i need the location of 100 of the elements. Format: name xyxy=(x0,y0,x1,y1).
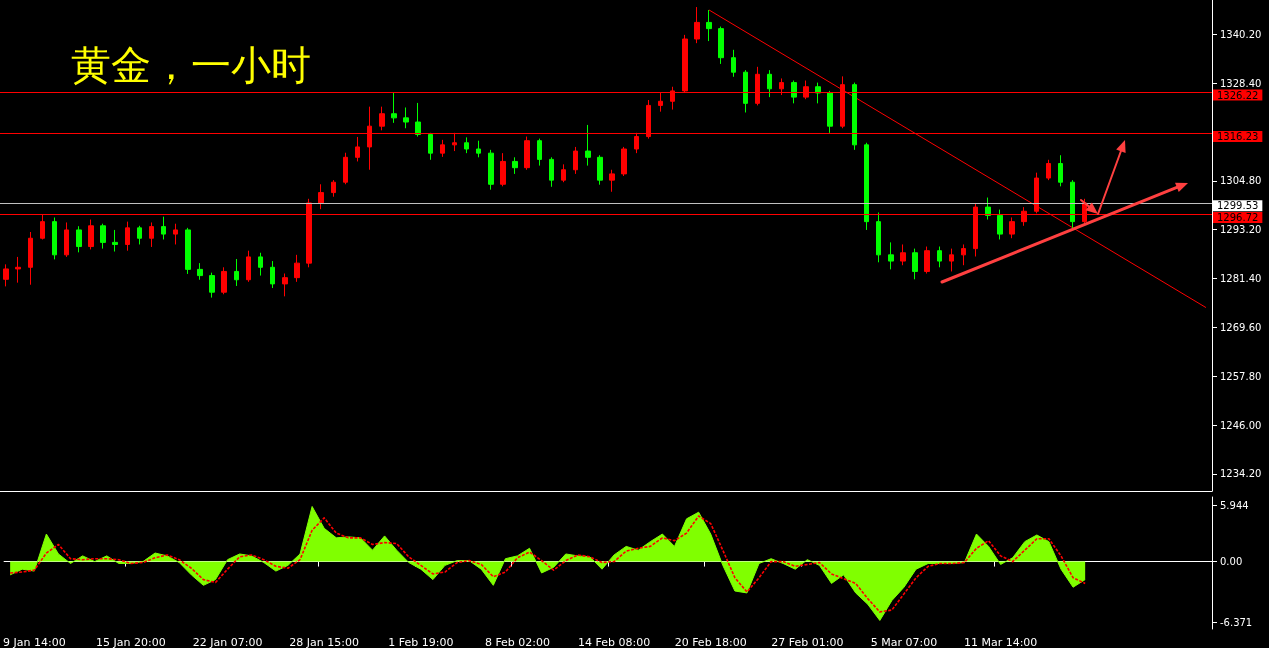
candlestick xyxy=(173,223,178,245)
candlestick xyxy=(561,163,566,183)
x-tick-label: 14 Feb 08:00 xyxy=(578,636,651,648)
candlestick xyxy=(767,69,772,98)
candlestick xyxy=(100,223,106,250)
y-tick-label: 1246.00 xyxy=(1220,419,1262,431)
candlestick xyxy=(379,106,385,131)
candlestick xyxy=(524,136,530,171)
candlestick xyxy=(718,26,724,65)
candlestick xyxy=(1070,179,1075,231)
candlestick xyxy=(331,179,336,198)
candlestick xyxy=(949,248,954,272)
candlestick xyxy=(731,49,736,78)
candlestick xyxy=(76,225,82,253)
candlestick xyxy=(827,90,833,134)
candlestick xyxy=(476,140,481,158)
candlestick xyxy=(52,216,57,260)
candlestick xyxy=(246,250,251,283)
candlestick xyxy=(1046,159,1051,181)
text: 黄金，一小时 xyxy=(71,42,311,88)
candlestick xyxy=(391,92,397,124)
candlestick xyxy=(852,82,857,151)
candlestick xyxy=(343,152,348,185)
candlestick xyxy=(1009,216,1015,239)
candlestick xyxy=(900,243,906,266)
y-tick-label: 1293.20 xyxy=(1220,223,1262,235)
y-tick-label: 0.00 xyxy=(1220,556,1243,568)
candlestick xyxy=(537,138,542,167)
candlestick xyxy=(234,258,239,287)
candlestick xyxy=(15,256,21,284)
candlestick xyxy=(282,273,288,297)
candlestick xyxy=(125,221,130,252)
y-tick-label: 1269.60 xyxy=(1220,321,1262,333)
candlestick xyxy=(137,225,142,245)
candlestick xyxy=(609,169,615,193)
y-tick-label: -6.371 xyxy=(1220,616,1253,628)
candlestick xyxy=(573,146,578,175)
candlestick xyxy=(694,6,700,44)
ref-line-label: 1326.22 xyxy=(1217,89,1259,101)
candlestick xyxy=(64,221,69,258)
candlestick xyxy=(185,227,191,275)
candlestick xyxy=(961,243,966,266)
candlestick xyxy=(403,107,409,129)
y-tick-label: 5.944 xyxy=(1220,499,1249,511)
y-tick-label: 1281.40 xyxy=(1220,272,1262,284)
candlestick xyxy=(500,152,506,187)
candlestick xyxy=(888,241,894,270)
y-tick-label: 1340.20 xyxy=(1220,28,1262,40)
candlestick xyxy=(815,82,821,104)
candlestick xyxy=(355,136,360,162)
candlestick xyxy=(258,252,263,277)
candlestick xyxy=(3,263,9,287)
y-tick-label: 1257.80 xyxy=(1220,370,1262,382)
candlestick xyxy=(161,216,166,240)
x-tick-label: 5 Mar 07:00 xyxy=(870,636,938,648)
ref-line-label: 1296.72 xyxy=(1217,212,1259,223)
candlestick xyxy=(149,221,154,248)
x-tick-label: 15 Jan 20:00 xyxy=(96,636,166,648)
candlestick xyxy=(428,132,433,161)
candlestick xyxy=(864,142,869,231)
x-tick-label: 1 Feb 19:00 xyxy=(388,636,454,648)
candlestick xyxy=(28,231,33,286)
candlestick xyxy=(294,254,300,283)
candlestick xyxy=(937,246,942,268)
ref-line-label: 1316.23 xyxy=(1217,131,1259,143)
y-tick-label: 1328.40 xyxy=(1220,77,1262,89)
candlestick xyxy=(415,102,421,138)
candlestick xyxy=(791,80,797,104)
candlestick xyxy=(440,139,445,158)
candlestick xyxy=(488,149,494,191)
ref-line-label: 1299.53 xyxy=(1217,200,1259,212)
candlestick xyxy=(221,266,227,295)
candlestick xyxy=(706,9,712,42)
candlestick xyxy=(597,154,603,186)
candlestick xyxy=(585,124,591,167)
candlestick xyxy=(912,248,918,280)
x-tick-label: 28 Jan 15:00 xyxy=(289,636,360,648)
candlestick xyxy=(209,272,215,299)
x-tick-label: 20 Feb 18:00 xyxy=(674,636,747,648)
candlestick xyxy=(88,219,94,250)
y-tick-label: 1304.80 xyxy=(1220,175,1262,187)
candlestick xyxy=(876,212,881,263)
candlestick xyxy=(1058,154,1063,187)
x-tick-label: 11 Mar 14:00 xyxy=(963,636,1038,648)
x-tick-label: 8 Feb 02:00 xyxy=(484,636,551,648)
candlestick xyxy=(464,136,469,154)
candlestick xyxy=(270,260,275,289)
candlestick xyxy=(549,156,554,188)
candlestick xyxy=(997,209,1003,240)
x-tick-label: 27 Feb 01:00 xyxy=(771,636,844,648)
x-tick-label: 9 Jan 14:00 xyxy=(2,636,66,648)
y-tick-label: 1234.20 xyxy=(1220,468,1262,480)
candlestick xyxy=(197,262,203,281)
candlestick xyxy=(743,69,748,113)
candlestick xyxy=(318,183,324,210)
candlestick xyxy=(512,156,518,175)
candlestick xyxy=(924,246,930,275)
candlestick xyxy=(112,229,118,253)
x-tick-label: 22 Jan 07:00 xyxy=(192,636,263,648)
candlestick xyxy=(621,146,627,177)
